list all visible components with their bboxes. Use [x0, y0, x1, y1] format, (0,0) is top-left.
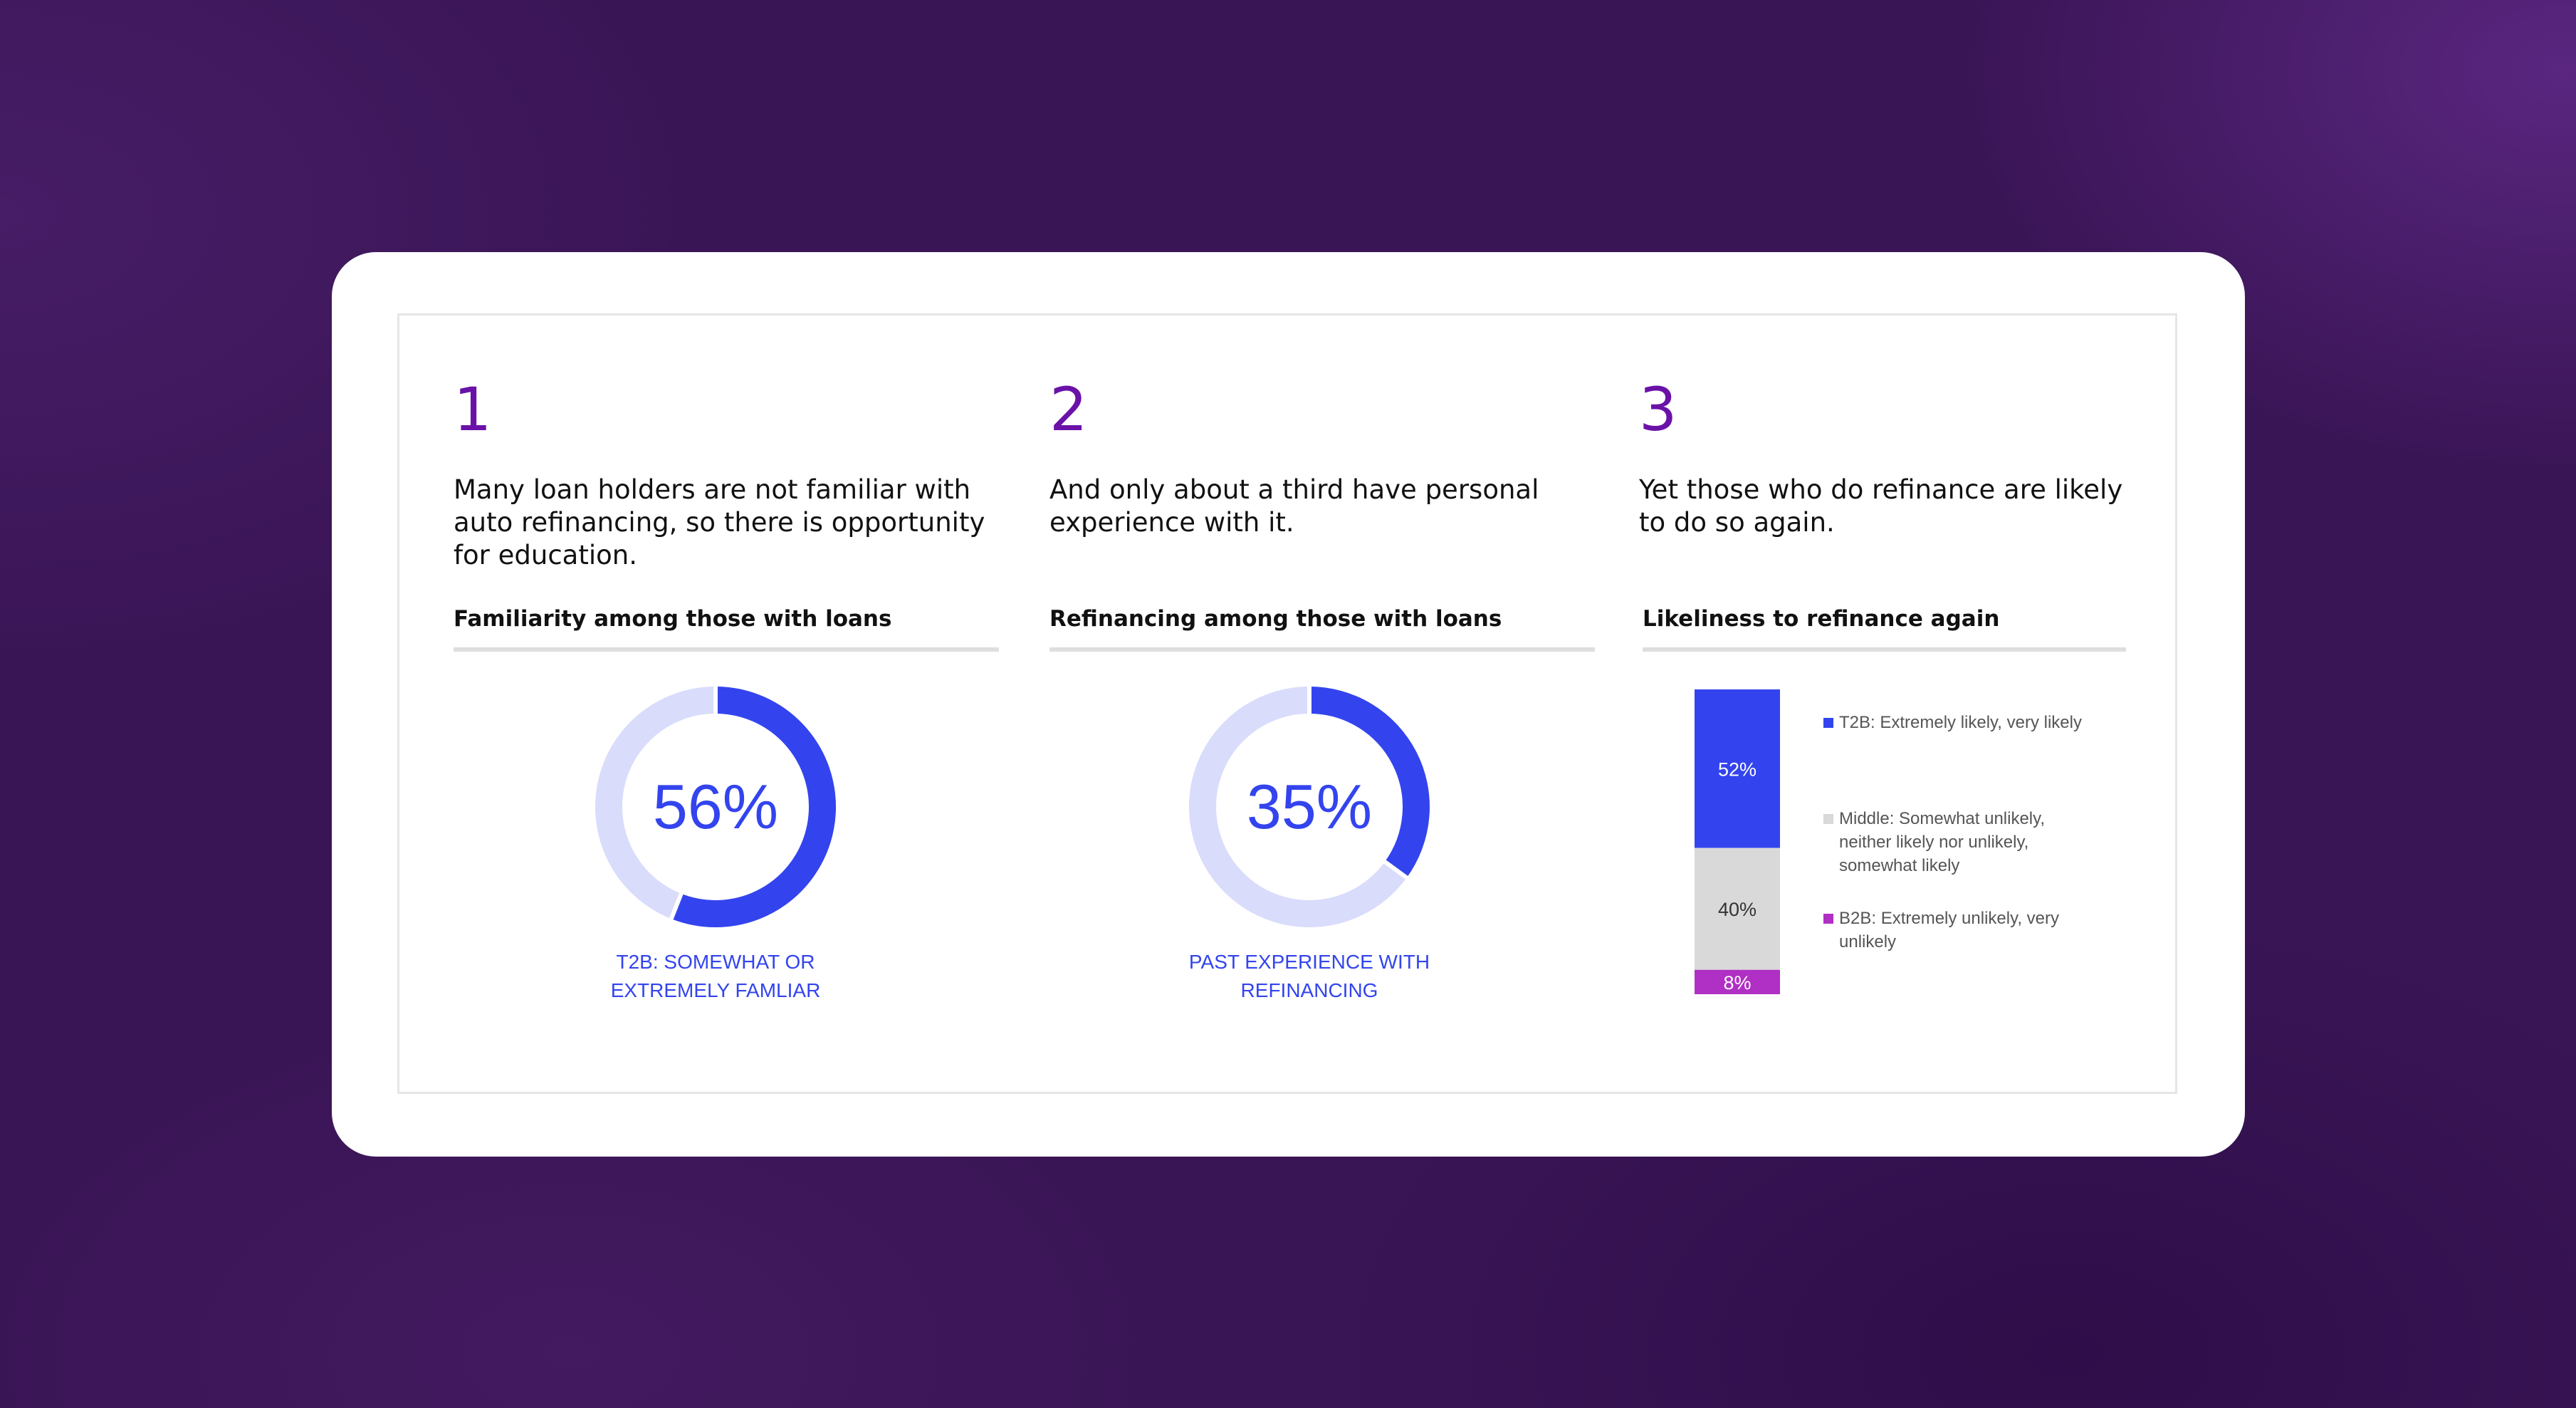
legend-label: T2B: Extremely likely, very likely	[1839, 713, 2082, 732]
panel-number: 3	[1639, 375, 1677, 444]
bar-segment-b2b-label: 8%	[1723, 972, 1751, 994]
donut-chart-refinancing: 35%	[1189, 685, 1430, 927]
bar-segment-t2b	[1695, 689, 1780, 848]
bar-segment-t2b-label: 52%	[1718, 758, 1756, 780]
legend-swatch	[1823, 914, 1833, 924]
inner-frame: 1 Many loan holders are not familiar wit…	[397, 313, 2177, 1094]
donut-value-slice	[1309, 687, 1430, 878]
legend-label: B2B: Extremely unlikely, very unlikely	[1839, 909, 2059, 951]
bar-segment-middle-label: 40%	[1718, 899, 1756, 920]
donut-value-label: 35%	[1247, 771, 1372, 842]
divider	[1643, 647, 2126, 652]
panel-number: 2	[1049, 375, 1088, 444]
content-card: 1 Many loan holders are not familiar wit…	[332, 252, 2245, 1157]
bar-segment-middle	[1695, 848, 1780, 970]
divider	[1049, 647, 1595, 652]
donut-value-slice	[671, 687, 836, 927]
stacked-bar-chart: 52% 40% 8%	[1695, 689, 1780, 994]
donut-value-label: 56%	[653, 771, 778, 842]
bar-segment-b2b	[1695, 969, 1780, 994]
panel-headline: And only about a third have personal exp…	[1049, 474, 1539, 538]
legend-label: Middle: Somewhat unlikely, neither likel…	[1839, 809, 2046, 875]
legend-swatch	[1823, 814, 1833, 824]
panel-headline: Yet those who do refinance are likely to…	[1639, 474, 2123, 538]
legend-swatch	[1823, 718, 1833, 728]
donut-chart-familiarity: 56%	[595, 685, 836, 927]
donut-caption: T2B: SOMEWHAT OR EXTREMELY FAMLIAR	[610, 951, 821, 1001]
slice-separator	[669, 891, 684, 922]
chart-subtitle: Likeliness to refinance again	[1643, 606, 2000, 632]
panel-number: 1	[454, 375, 492, 444]
slice-separator	[1382, 859, 1410, 880]
divider	[454, 647, 999, 652]
panel-headline: Many loan holders are not familiar with …	[454, 474, 985, 570]
chart-subtitle: Refinancing among those with loans	[1049, 606, 1502, 632]
chart-subtitle: Familiarity among those with loans	[454, 606, 892, 632]
donut-caption: PAST EXPERIENCE WITH REFINANCING	[1188, 951, 1430, 1001]
